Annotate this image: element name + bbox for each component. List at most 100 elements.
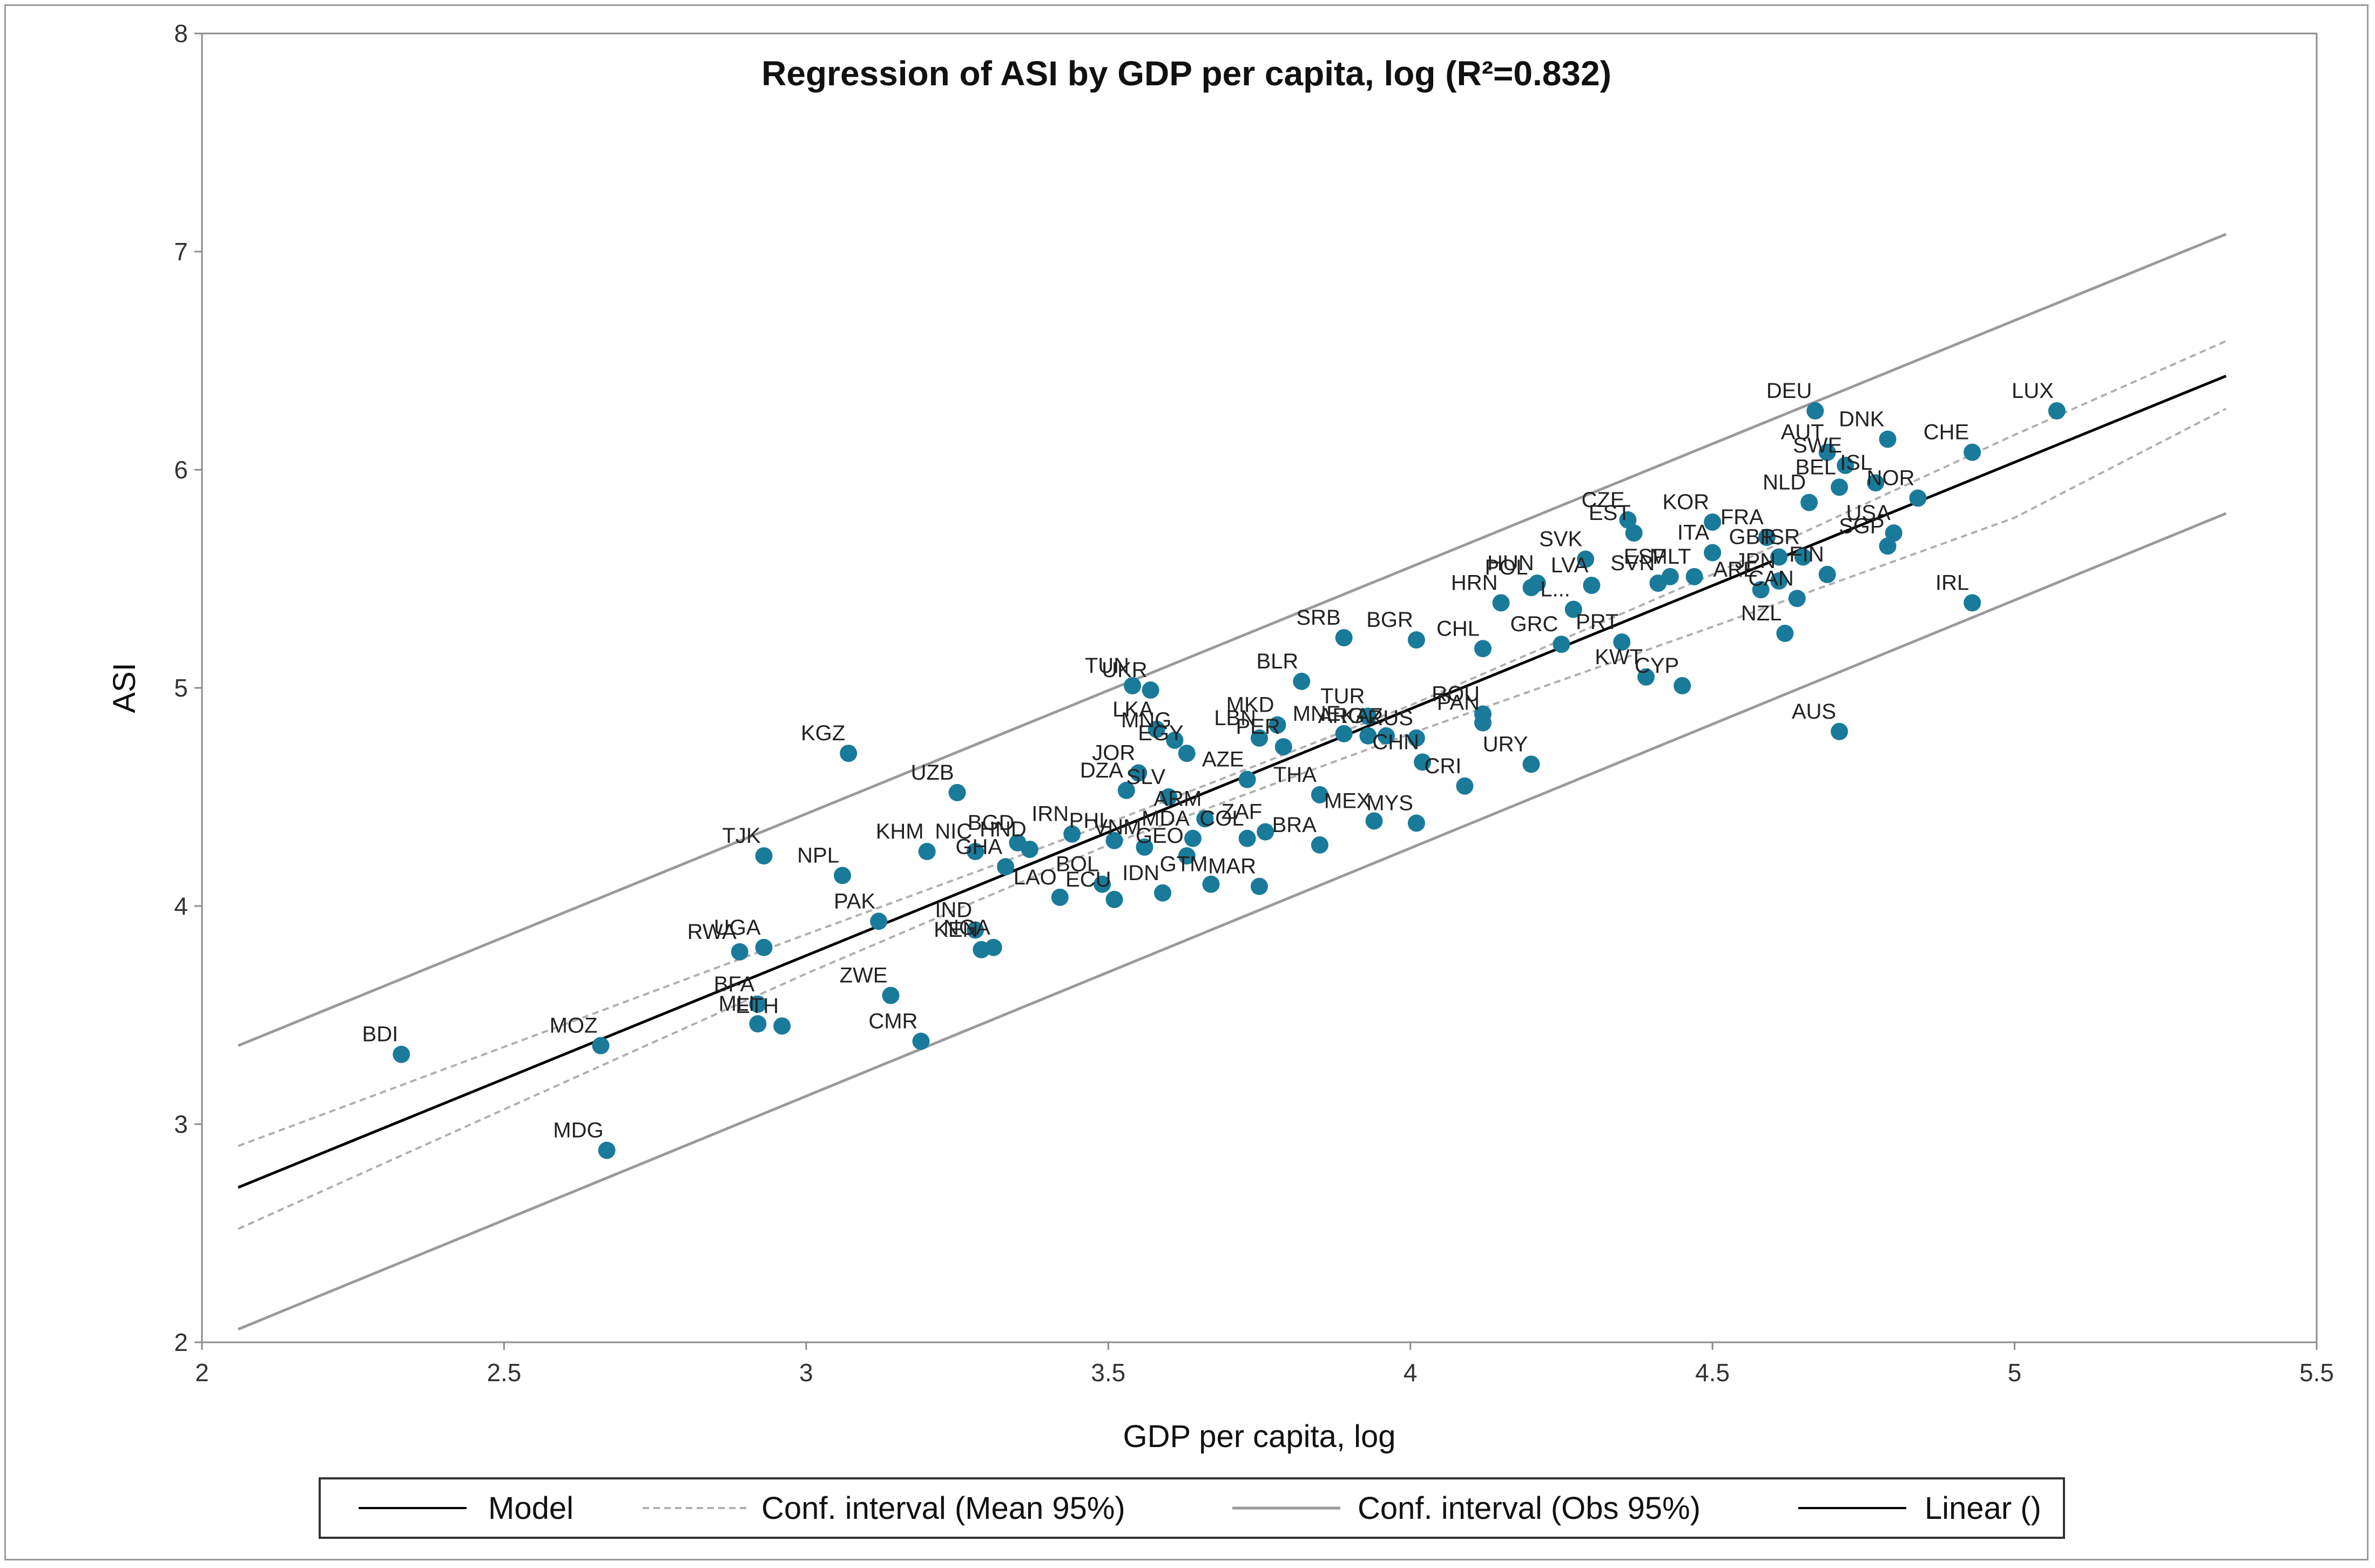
point-label: KGZ bbox=[801, 721, 845, 745]
point-label: POL bbox=[1485, 556, 1528, 579]
point-label: HRN bbox=[1451, 571, 1498, 594]
point-label: EGY bbox=[1138, 721, 1183, 745]
point-label: MDA bbox=[1142, 807, 1190, 830]
point-label: CMR bbox=[868, 1009, 917, 1033]
x-tick-label: 4 bbox=[1404, 1359, 1418, 1387]
point-label: HND bbox=[980, 817, 1027, 841]
point-ken bbox=[973, 941, 990, 958]
point-label: COL bbox=[1199, 807, 1244, 830]
point-col bbox=[1238, 829, 1256, 847]
point-label: MNE bbox=[1293, 702, 1341, 726]
point-phl bbox=[1105, 832, 1123, 849]
point-are bbox=[1752, 581, 1770, 599]
point-label: FIN bbox=[1789, 543, 1824, 566]
point-mys bbox=[1407, 814, 1425, 832]
point-label: SVK bbox=[1539, 528, 1582, 551]
legend-ci-mean-label: Conf. interval (Mean 95%) bbox=[761, 1491, 1125, 1526]
point-label: KWT bbox=[1595, 645, 1643, 669]
point-ind bbox=[967, 921, 984, 939]
point-label: AUT bbox=[1781, 421, 1824, 444]
point-grc bbox=[1553, 636, 1570, 653]
point-label: MDG bbox=[553, 1118, 603, 1142]
point-tun bbox=[1124, 677, 1142, 694]
point-npl bbox=[833, 867, 851, 884]
point-idn bbox=[1153, 884, 1171, 902]
point-label: ECU bbox=[1065, 868, 1111, 891]
point-label: HUN bbox=[1487, 551, 1534, 575]
point-svk bbox=[1577, 550, 1595, 568]
model-line bbox=[238, 374, 2227, 1189]
point-arm bbox=[1196, 810, 1214, 828]
ci-mean-upper-line bbox=[238, 340, 2226, 1147]
point-label: PRT bbox=[1576, 610, 1618, 634]
point-label: CAN bbox=[1748, 566, 1793, 590]
point-chn bbox=[1414, 753, 1432, 771]
point-label: LKA bbox=[1112, 698, 1153, 721]
point-label: NPL bbox=[797, 843, 839, 867]
point-pan bbox=[1474, 714, 1492, 732]
point-label: ISR bbox=[1764, 525, 1800, 549]
point-kor bbox=[1704, 513, 1722, 531]
y-tick-label: 2 bbox=[174, 1328, 188, 1356]
point-label: NZL bbox=[1741, 601, 1782, 625]
point-label: JPN bbox=[1735, 549, 1776, 573]
point-label: RWA bbox=[687, 920, 737, 944]
point-label: EST bbox=[1589, 501, 1631, 525]
point-eth bbox=[773, 1017, 791, 1035]
point-label: DEU bbox=[1766, 379, 1812, 403]
point-label: CRI bbox=[1425, 754, 1462, 778]
point-mda bbox=[1184, 829, 1202, 847]
y-tick-label: 8 bbox=[174, 19, 188, 48]
legend-box bbox=[319, 1477, 2065, 1539]
point-label: ESP bbox=[1624, 545, 1667, 569]
point-vnm bbox=[1136, 838, 1153, 856]
point-svn bbox=[1649, 575, 1667, 592]
point-label: IRN bbox=[1031, 802, 1069, 826]
point-label: NOR bbox=[1867, 467, 1915, 490]
point-arg bbox=[1359, 727, 1377, 745]
point-mar bbox=[1251, 877, 1268, 895]
point-ury bbox=[1522, 755, 1540, 773]
point-can bbox=[1788, 590, 1806, 607]
point-label: NIC bbox=[935, 820, 972, 843]
y-tick-label: 4 bbox=[174, 892, 188, 920]
point-fra bbox=[1758, 529, 1776, 546]
point-bel bbox=[1831, 478, 1848, 496]
point-label: ITA bbox=[1677, 521, 1710, 545]
point-label: IRL bbox=[1935, 571, 1969, 594]
point-label: PAK bbox=[834, 889, 875, 913]
point-label: KHM bbox=[876, 820, 924, 843]
legend-model-label: Model bbox=[488, 1491, 573, 1526]
point-che bbox=[1964, 443, 1981, 461]
x-tick-label: 2 bbox=[195, 1359, 209, 1387]
point-label: BOL bbox=[1056, 853, 1099, 876]
point-label: ZAF bbox=[1222, 800, 1263, 824]
point-dza bbox=[1117, 781, 1135, 799]
point-label: KEN bbox=[934, 918, 978, 942]
point-label: IDN bbox=[1122, 861, 1159, 885]
ci-obs-upper-line bbox=[238, 233, 2227, 1047]
point-label: DZA bbox=[1080, 759, 1123, 782]
point-label: CZE bbox=[1582, 488, 1625, 512]
point-uzb bbox=[948, 783, 966, 801]
point-gha bbox=[997, 858, 1015, 876]
point-label: BGD bbox=[968, 811, 1015, 835]
point-label: ZWE bbox=[840, 964, 888, 988]
point-moz bbox=[592, 1037, 610, 1055]
point-label: BFA bbox=[714, 972, 755, 996]
y-tick-label: 5 bbox=[174, 674, 188, 702]
point-label: MLT bbox=[1650, 545, 1691, 569]
point-aus bbox=[1831, 722, 1848, 740]
point-label: AZE bbox=[1202, 748, 1244, 772]
y-axis-title: ASI bbox=[107, 663, 142, 713]
point-sgp bbox=[1879, 537, 1897, 555]
legend-ci-obs-label: Conf. interval (Obs 95%) bbox=[1358, 1491, 1701, 1526]
point-cmr bbox=[912, 1032, 930, 1050]
point-label: LBN bbox=[1214, 706, 1256, 730]
point-label: MAR bbox=[1208, 855, 1256, 878]
point-egy bbox=[1178, 745, 1196, 762]
point-lux bbox=[2048, 402, 2066, 420]
y-tick-label: 7 bbox=[174, 238, 188, 266]
point-bgr bbox=[1407, 631, 1425, 649]
point-zaf bbox=[1257, 823, 1274, 841]
